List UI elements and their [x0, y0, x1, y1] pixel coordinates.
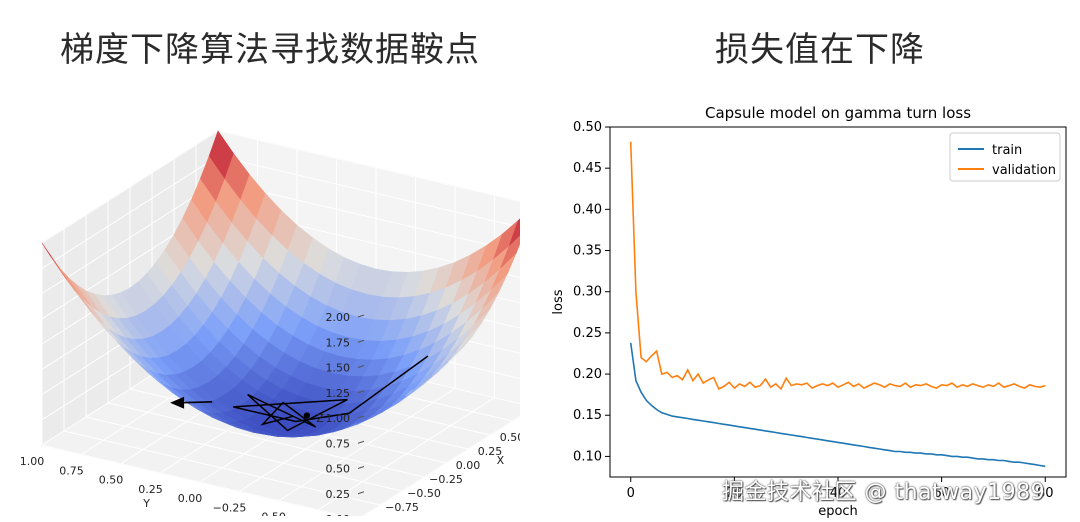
loss-x-tick-label: 0 — [627, 486, 635, 501]
loss-y-tick-label: 0.45 — [573, 161, 602, 176]
y-tick-label: 1.00 — [20, 455, 44, 468]
y-tick-label: 0.25 — [138, 483, 163, 496]
loss-y-tick-label: 0.40 — [573, 202, 602, 217]
x-tick-label: −1.00 — [363, 515, 397, 516]
loss-y-tick-label: 0.50 — [573, 120, 602, 135]
series-line-validation — [629, 141, 1046, 391]
loss-y-tick-label: 0.35 — [573, 244, 602, 259]
x-tick-label: −0.25 — [429, 473, 463, 486]
z-tick-label: 0.00 — [326, 513, 351, 516]
loss-y-tick-label: 0.30 — [573, 285, 602, 300]
surface-plot-svg: 0.000.250.500.751.001.251.501.752.00Z1.0… — [20, 130, 568, 522]
loss-tick-labels: 0.10 0.15 0.20 0.25 0.30 0.35 0.40 0.45 0.50 0 20 4… — [573, 120, 1053, 501]
watermark-text: 掘金技术社区 @ thatway1989 — [722, 480, 1046, 505]
loss-y-tick-label: 0.25 — [573, 326, 602, 341]
z-tick-label: 1.50 — [326, 362, 351, 375]
legend-label-train: train — [992, 143, 1022, 158]
x-tick-label: −0.50 — [407, 487, 441, 500]
z-tick — [357, 415, 365, 419]
x-axis-label: X — [497, 454, 505, 467]
z-tick — [357, 365, 365, 368]
z-tick — [357, 314, 365, 318]
y-tick-label: −0.25 — [213, 501, 247, 514]
y-tick-label: 0.75 — [59, 464, 84, 477]
surface-panel-title: 梯度下降算法寻找数据鞍点 — [60, 30, 480, 70]
loss-chart-svg: Capsule model on gamma turn loss epoch l… — [551, 104, 1067, 519]
loss-legend: train validation — [949, 132, 1061, 182]
z-axis-label: Z — [316, 412, 324, 425]
surface-mesh — [41, 130, 535, 438]
series-line-train — [629, 342, 1046, 468]
x-tick-label: 0.00 — [456, 459, 481, 472]
z-tick — [357, 390, 365, 394]
z-tick — [357, 339, 365, 343]
loss-chart: Capsule model on gamma turn loss epoch l… — [540, 96, 1080, 519]
surface-plot: 0.000.250.500.751.001.251.501.752.00Z1.0… — [20, 96, 568, 522]
z-tick-label: 0.25 — [326, 488, 351, 501]
z-tick-label: 0.50 — [326, 463, 351, 476]
z-tick — [357, 440, 365, 444]
minimum-point — [303, 412, 311, 419]
z-tick-label: 1.00 — [326, 412, 351, 425]
loss-x-tick-label: 40 — [830, 486, 847, 501]
y-axis-label: Y — [142, 497, 150, 510]
legend-label-validation: validation — [992, 163, 1056, 178]
descent-path — [170, 355, 429, 432]
z-tick-label: 1.75 — [326, 336, 351, 349]
loss-y-axis-label: loss — [551, 289, 566, 314]
y-tick-label: 0.00 — [178, 492, 203, 505]
loss-y-tick-label: 0.20 — [573, 367, 602, 382]
loss-chart-title: Capsule model on gamma turn loss — [705, 104, 971, 122]
path-arrowhead — [170, 396, 185, 409]
descent-path-line — [233, 355, 429, 432]
y-tick-label: 0.50 — [99, 474, 124, 487]
loss-y-tick-label: 0.15 — [573, 408, 602, 423]
loss-x-tick-label: 20 — [726, 486, 743, 501]
z-tick-label: 1.25 — [326, 387, 351, 400]
z-tick — [357, 466, 365, 469]
loss-x-tick-label: 60 — [933, 486, 950, 501]
loss-panel-title: 损失值在下降 — [715, 30, 925, 70]
loss-x-axis-label: epoch — [818, 504, 858, 518]
x-tick-label: −0.75 — [385, 501, 419, 514]
loss-series-lines — [629, 141, 1046, 468]
x-tick-label: 0.50 — [500, 431, 520, 444]
loss-x-tick-label: 80 — [1037, 486, 1054, 501]
y-tick-label: −0.50 — [252, 511, 286, 517]
z-tick-label: 0.75 — [326, 437, 351, 450]
z-tick — [357, 491, 365, 495]
loss-y-tick-label: 0.10 — [573, 449, 602, 464]
x-tick-label: 0.25 — [478, 445, 503, 458]
z-tick-label: 2.00 — [326, 311, 351, 324]
